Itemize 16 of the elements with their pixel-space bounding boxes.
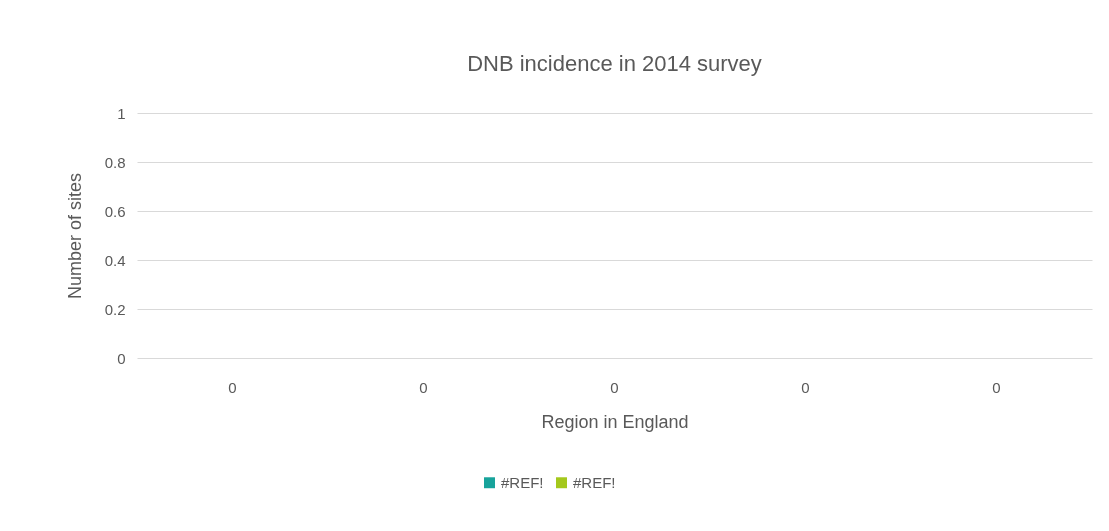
y-axis-title: Number of sites: [64, 172, 85, 300]
legend-label: #REF!: [501, 473, 544, 491]
legend-label: #REF!: [573, 473, 616, 491]
x-axis-title: Region in England: [541, 411, 689, 432]
x-tick-label: 0: [610, 378, 619, 396]
y-tick-label: 0.4: [104, 251, 126, 269]
x-tick-label: 0: [228, 378, 237, 396]
x-tick-label: 0: [419, 378, 428, 396]
y-tick-label: 0.2: [104, 300, 126, 318]
x-tick-label: 0: [801, 378, 810, 396]
y-tick-label: 1: [117, 104, 126, 122]
chart-title: DNB incidence in 2014 survey: [467, 51, 762, 76]
y-tick-label: 0.8: [104, 153, 126, 171]
y-tick-label: 0: [117, 349, 126, 367]
y-tick-label: 0.6: [104, 202, 126, 220]
x-tick-label: 0: [992, 378, 1001, 396]
